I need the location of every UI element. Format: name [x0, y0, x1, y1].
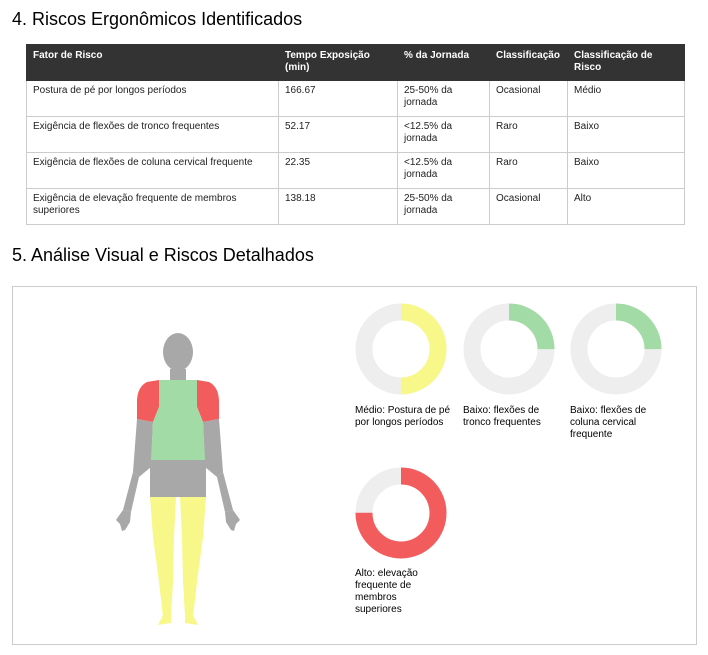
body-shoulder-left: [137, 380, 159, 422]
visual-analysis-panel: Médio: Postura de pé por longos períodos…: [12, 286, 697, 645]
cell-classificacao: Raro: [489, 116, 568, 153]
body-leg-left: [150, 497, 176, 617]
cell-tempo: 138.18: [278, 188, 398, 225]
donut-value-arc: [355, 467, 447, 559]
cell-jornada: 25-50% da jornada: [397, 188, 490, 225]
cell-risco: Médio: [567, 80, 685, 117]
header-classificacao-risco: Classificação de Risco: [567, 44, 685, 81]
cell-jornada: <12.5% da jornada: [397, 152, 490, 189]
cell-tempo: 22.35: [278, 152, 398, 189]
body-upper-arm-right: [203, 419, 223, 477]
header-tempo: Tempo Exposição (min): [278, 44, 398, 81]
table-row: Postura de pé por longos períodos 166.67…: [26, 80, 685, 117]
header-classificacao: Classificação: [489, 44, 568, 81]
cell-fator: Exigência de flexões de coluna cervical …: [26, 152, 279, 189]
donut-label: Médio: Postura de pé por longos períodos: [355, 405, 451, 428]
section-4-title: 4. Riscos Ergonômicos Identificados: [12, 9, 303, 29]
body-hand-right: [225, 510, 240, 531]
donut-label: Baixo: flexões de tronco frequentes: [463, 405, 541, 428]
section-5-title: 5. Análise Visual e Riscos Detalhados: [12, 245, 314, 265]
body-trunk: [151, 380, 205, 460]
risk-table: Fator de Risco Tempo Exposição (min) % d…: [26, 44, 685, 225]
cell-fator: Exigência de flexões de tronco frequente…: [26, 116, 279, 153]
cell-classificacao: Raro: [489, 152, 568, 189]
table-row: Exigência de elevação frequente de membr…: [26, 188, 685, 225]
donut-chart: [355, 303, 447, 395]
body-map: [116, 333, 240, 625]
cell-fator: Exigência de elevação frequente de membr…: [26, 188, 279, 225]
body-leg-right: [180, 497, 206, 617]
donut-value-arc: [570, 303, 662, 395]
cell-jornada: 25-50% da jornada: [397, 80, 490, 117]
body-upper-arm-left: [133, 419, 153, 477]
donut-chart: [570, 303, 662, 395]
donut-label: Alto: elevação frequente de membros supe…: [355, 568, 418, 615]
cell-risco: Alto: [567, 188, 685, 225]
body-neck: [170, 369, 186, 380]
cell-risco: Baixo: [567, 116, 685, 153]
donut-value-arc: [463, 303, 555, 395]
body-foot-left: [158, 614, 171, 625]
body-forearm-left: [123, 472, 139, 512]
body-forearm-right: [217, 472, 233, 512]
header-fator: Fator de Risco: [26, 44, 279, 81]
body-shoulder-right: [197, 380, 219, 422]
cell-fator: Postura de pé por longos períodos: [26, 80, 279, 117]
table-row: Exigência de flexões de tronco frequente…: [26, 116, 685, 153]
body-hand-left: [116, 510, 131, 531]
header-jornada: % da Jornada: [397, 44, 490, 81]
cell-classificacao: Ocasional: [489, 188, 568, 225]
table-header-row: Fator de Risco Tempo Exposição (min) % d…: [26, 44, 685, 81]
cell-tempo: 52.17: [278, 116, 398, 153]
body-hips: [150, 460, 206, 497]
body-head: [163, 333, 193, 371]
donut-chart: [355, 467, 447, 559]
donut-value-arc: [355, 303, 447, 395]
cell-classificacao: Ocasional: [489, 80, 568, 117]
cell-jornada: <12.5% da jornada: [397, 116, 490, 153]
cell-tempo: 166.67: [278, 80, 398, 117]
donut-label: Baixo: flexões de coluna cervical freque…: [570, 405, 647, 440]
cell-risco: Baixo: [567, 152, 685, 189]
body-foot-right: [185, 614, 198, 625]
table-row: Exigência de flexões de coluna cervical …: [26, 152, 685, 189]
donut-chart: [463, 303, 555, 395]
